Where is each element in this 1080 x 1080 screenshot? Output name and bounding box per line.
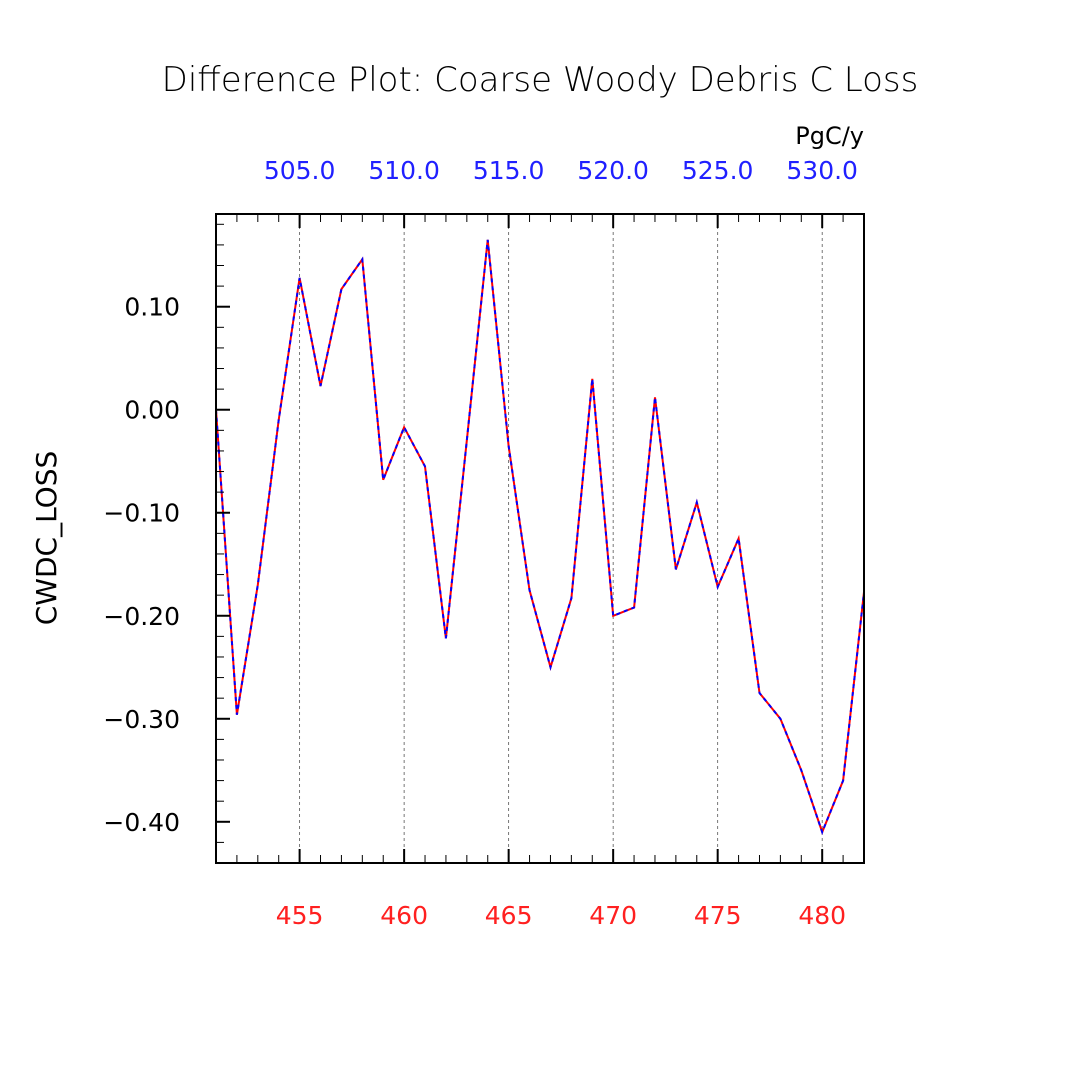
x-top-label-3: 520.0: [577, 156, 649, 185]
x-bottom-label-0: 455: [276, 901, 324, 930]
plot-frame: [215, 213, 865, 864]
x-bottom-label-5: 480: [798, 901, 846, 930]
y-label-3: −0.20: [103, 602, 180, 631]
x-bottom-label-3: 470: [589, 901, 637, 930]
y-label-5: −0.40: [103, 808, 180, 837]
series-group: [215, 239, 865, 835]
chart-title: Difference Plot: Coarse Woody Debris C L…: [162, 60, 919, 100]
tick-labels: 455 460 465 470 475 480 505.0 510.0 515.0 520.0 52…: [103, 156, 858, 930]
y-label-1: 0.00: [124, 396, 180, 425]
x-top-label-5: 530.0: [786, 156, 858, 185]
x-top-label-1: 510.0: [368, 156, 440, 185]
x-top-label-4: 525.0: [682, 156, 754, 185]
x-top-label-0: 505.0: [264, 156, 336, 185]
x-bottom-label-2: 465: [485, 901, 533, 930]
x-bottom-label-4: 475: [694, 901, 742, 930]
x-top-label-2: 515.0: [473, 156, 545, 185]
y-label-0: 0.10: [124, 293, 180, 322]
y-label-2: −0.10: [103, 499, 180, 528]
units-label: PgC/y: [795, 122, 864, 150]
series-line-0: [215, 239, 865, 835]
y-label-4: −0.30: [103, 705, 180, 734]
x-bottom-label-1: 460: [380, 901, 428, 930]
axes: [215, 213, 865, 864]
series-line-1: [215, 239, 865, 835]
y-axis-label: CWDC_LOSS: [30, 451, 63, 626]
grid-lines: [299, 214, 823, 863]
